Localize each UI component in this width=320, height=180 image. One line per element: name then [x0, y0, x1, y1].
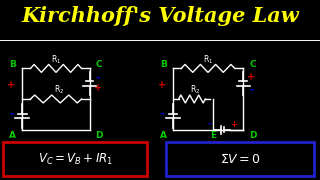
Text: E: E: [210, 130, 216, 140]
Text: +: +: [93, 83, 102, 93]
Text: C: C: [96, 60, 102, 69]
Text: -: -: [159, 108, 164, 118]
Text: $\Sigma V = 0$: $\Sigma V = 0$: [220, 153, 260, 166]
Text: B: B: [9, 60, 16, 69]
Text: A: A: [160, 130, 167, 140]
Text: D: D: [95, 130, 103, 140]
Text: -: -: [208, 119, 212, 129]
Text: -: -: [95, 72, 100, 82]
Text: R$_1$: R$_1$: [203, 53, 213, 66]
Text: R$_1$: R$_1$: [51, 53, 61, 66]
Text: -: -: [249, 85, 253, 95]
Text: B: B: [160, 60, 167, 69]
Text: +: +: [157, 80, 166, 90]
FancyBboxPatch shape: [3, 142, 147, 176]
Text: +: +: [7, 80, 15, 90]
Text: Kirchhoff's Voltage Law: Kirchhoff's Voltage Law: [21, 6, 299, 26]
Text: R$_2$: R$_2$: [190, 84, 200, 96]
Text: +: +: [230, 120, 237, 129]
Text: R$_2$: R$_2$: [54, 84, 64, 96]
Text: A: A: [9, 130, 16, 140]
FancyBboxPatch shape: [166, 142, 314, 176]
Text: C: C: [250, 60, 256, 69]
Text: D: D: [249, 130, 257, 140]
Text: +: +: [247, 72, 255, 82]
Text: -: -: [9, 108, 13, 118]
Text: $V_C = V_B + IR_1$: $V_C = V_B + IR_1$: [38, 152, 113, 167]
